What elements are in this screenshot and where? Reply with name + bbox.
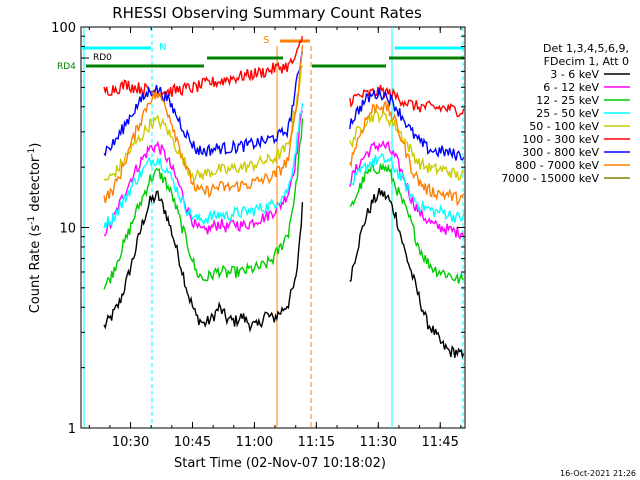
n-label: N [159,42,166,53]
series-line-0 [103,187,465,359]
legend-label-5: 100 - 300 keV [522,133,599,146]
legend-label-3: 25 - 50 keV [536,107,599,120]
y-tick-label-0: 1 [68,422,76,437]
rd0-label: RD0 [93,53,112,63]
y-axis-label-sup2: -1 [27,148,37,157]
legend-label-4: 50 - 100 keV [529,120,599,133]
y-axis-label-end: ) [28,143,43,148]
x-axis-label: Start Time (02-Nov-07 10:18:02) [174,456,386,471]
legend-label-6: 300 - 800 keV [522,146,599,159]
series-line-1 [103,110,465,240]
legend-header-1: FDecim 1, Att 0 [544,55,629,68]
rd4-label: RD4 [57,62,76,72]
series-line-6 [103,51,465,161]
series-line-7 [103,45,465,207]
y-axis-label: Count Rate (s-1 detector-1) [27,143,43,314]
legend-label-8: 7000 - 15000 keV [501,172,599,185]
chart-title: RHESSI Observing Summary Count Rates [112,4,422,22]
legend-label-7: 800 - 7000 keV [515,159,599,172]
x-tick-label-3: 11:15 [298,435,335,450]
x-tick-label-1: 10:45 [174,435,211,450]
y-tick-label-1: 10 [59,222,76,237]
legend-header-0: Det 1,3,4,5,6,9, [543,42,629,55]
x-tick-label-4: 11:30 [360,435,397,450]
series-line-5 [103,35,465,118]
y-axis-label-sup: -1 [27,216,37,225]
x-tick-label-2: 11:00 [236,435,273,450]
legend-label-0: 3 - 6 keV [550,68,599,81]
s-label: S [263,35,269,46]
x-tick-label-5: 11:45 [421,435,458,450]
y-axis-label-main: Count Rate (s [28,225,43,314]
state-lines [81,39,464,68]
plot-timestamp: 16-Oct-2021 21:26 [560,469,636,478]
y-tick-label-2: 100 [51,21,76,36]
series-line-2 [103,118,464,290]
series-line-3 [103,103,465,229]
tick-layer: 10:30 10:45 11:00 11:15 11:30 11:45 1 10 100 [51,21,465,450]
x-tick-label-0: 10:30 [112,435,149,450]
y-axis-label-tail: detector [28,156,43,216]
legend-label-1: 6 - 12 keV [543,81,599,94]
legend: Det 1,3,4,5,6,9,FDecim 1, Att 03 - 6 keV… [501,42,630,185]
legend-label-2: 12 - 25 keV [536,94,599,107]
series-layer [103,35,465,359]
